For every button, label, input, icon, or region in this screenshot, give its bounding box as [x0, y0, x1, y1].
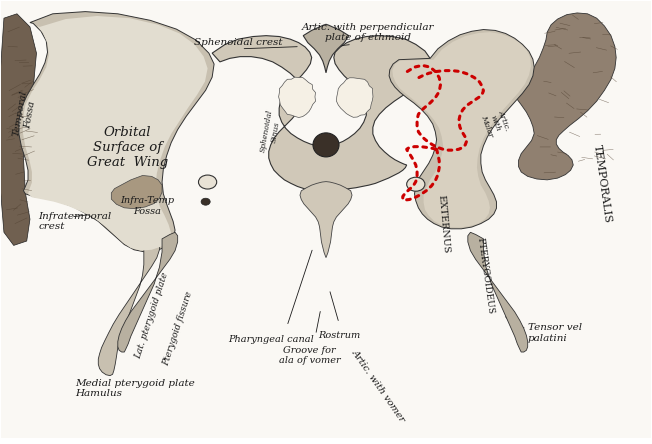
Text: Orbital
Surface of
Great  Wing: Orbital Surface of Great Wing	[87, 126, 168, 169]
Ellipse shape	[407, 177, 425, 191]
Text: Pharyngeal canal: Pharyngeal canal	[228, 335, 314, 344]
Polygon shape	[212, 36, 432, 191]
Polygon shape	[278, 77, 316, 118]
Polygon shape	[98, 241, 160, 376]
Polygon shape	[393, 32, 531, 227]
Text: PTERYGOIDEUS: PTERYGOIDEUS	[475, 237, 496, 315]
Text: EXTERNUS: EXTERNUS	[436, 194, 450, 253]
Text: Pterygoid fissure: Pterygoid fissure	[161, 290, 194, 367]
Text: Artic. with perpendicular
plate of ethmoid: Artic. with perpendicular plate of ethmo…	[302, 23, 434, 42]
Text: Artic.
with
Malar: Artic. with Malar	[479, 108, 511, 139]
Text: TEMPORALIS: TEMPORALIS	[592, 144, 613, 224]
Text: Lat. pterygoid plate: Lat. pterygoid plate	[134, 271, 171, 360]
Polygon shape	[336, 78, 373, 117]
Polygon shape	[111, 175, 162, 209]
Polygon shape	[300, 182, 352, 258]
Polygon shape	[303, 24, 349, 73]
Polygon shape	[389, 30, 534, 229]
Text: Sphenoidal crest: Sphenoidal crest	[194, 38, 282, 47]
Polygon shape	[468, 232, 527, 352]
Text: Infra-Temp
Fossa: Infra-Temp Fossa	[120, 196, 174, 216]
Text: Tensor vel
palatini: Tensor vel palatini	[527, 323, 582, 342]
Ellipse shape	[201, 198, 210, 205]
Polygon shape	[1, 14, 37, 246]
Ellipse shape	[198, 175, 216, 189]
Polygon shape	[19, 12, 214, 252]
Text: Medial pterygoid plate
Hamulus: Medial pterygoid plate Hamulus	[76, 379, 195, 398]
Text: Artic. with vomer: Artic. with vomer	[349, 348, 406, 424]
Ellipse shape	[313, 133, 339, 157]
Text: Infratemporal
crest: Infratemporal crest	[38, 212, 111, 231]
Polygon shape	[23, 16, 207, 251]
Text: Rostrum: Rostrum	[318, 331, 360, 340]
Text: Sphenoidal
Sinus: Sphenoidal Sinus	[258, 109, 283, 155]
Text: Groove for
ala of vomer: Groove for ala of vomer	[279, 346, 340, 365]
Text: Temporal
Fossa: Temporal Fossa	[12, 90, 39, 139]
Polygon shape	[118, 232, 177, 352]
Polygon shape	[509, 13, 616, 180]
